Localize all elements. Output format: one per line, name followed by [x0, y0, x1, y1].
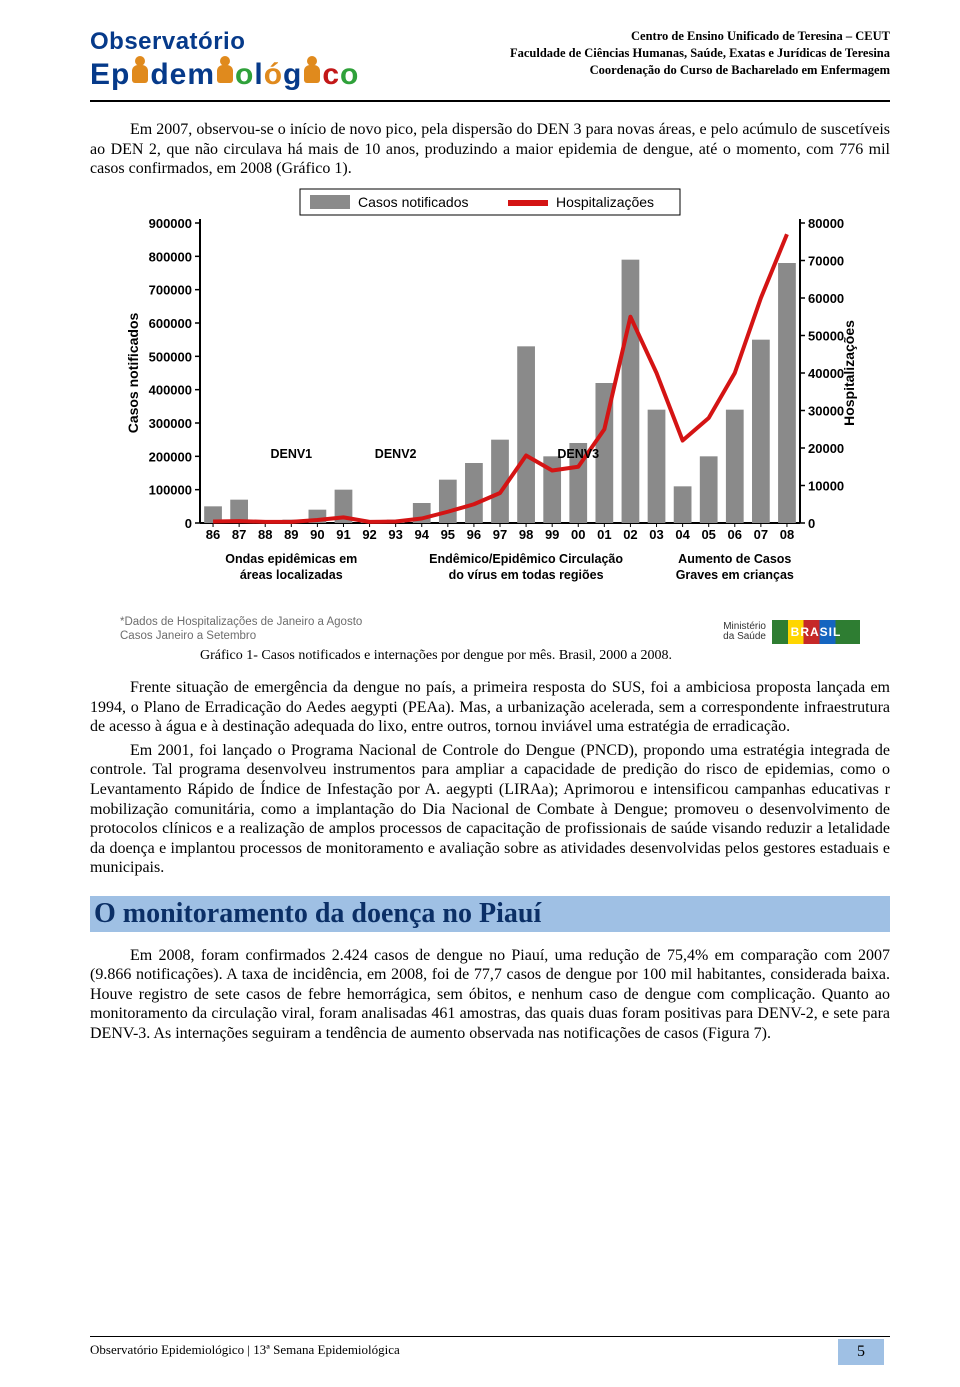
svg-text:500000: 500000 — [149, 349, 192, 364]
section-heading: O monitoramento da doença no Piauí — [94, 898, 886, 930]
paragraph: Em 2007, observou-se o início de novo pi… — [90, 120, 890, 179]
page-header: Observatório Epdemológco Centro de Ensin… — [90, 28, 890, 92]
svg-text:99: 99 — [545, 527, 559, 542]
svg-text:98: 98 — [519, 527, 533, 542]
logo-block: Observatório Epdemológco — [90, 28, 359, 92]
svg-text:DENV1: DENV1 — [270, 447, 312, 461]
person-icon — [131, 56, 149, 84]
svg-text:96: 96 — [467, 527, 481, 542]
svg-text:97: 97 — [493, 527, 507, 542]
svg-text:300000: 300000 — [149, 416, 192, 431]
svg-text:Ondas epidêmicas em: Ondas epidêmicas em — [225, 552, 357, 566]
svg-text:08: 08 — [780, 527, 794, 542]
chart-container: Casos notificadosHospitalizações01000002… — [120, 183, 860, 645]
svg-text:89: 89 — [284, 527, 298, 542]
brasil-text: BRASIL — [791, 626, 842, 638]
svg-text:04: 04 — [675, 527, 690, 542]
chart-footnotes: *Dados de Hospitalizações de Janeiro a A… — [120, 615, 362, 645]
person-icon — [303, 56, 321, 84]
svg-text:06: 06 — [728, 527, 742, 542]
section-heading-wrap: O monitoramento da doença no Piauí — [90, 896, 890, 932]
paragraph: Em 2001, foi lançado o Programa Nacional… — [90, 741, 890, 878]
svg-text:50000: 50000 — [808, 328, 844, 343]
footnote: *Dados de Hospitalizações de Janeiro a A… — [120, 615, 362, 630]
svg-text:Graves em crianças: Graves em crianças — [676, 568, 794, 582]
svg-text:Casos notificados: Casos notificados — [358, 194, 469, 210]
svg-text:01: 01 — [597, 527, 611, 542]
svg-text:20000: 20000 — [808, 441, 844, 456]
svg-text:900000: 900000 — [149, 216, 192, 231]
svg-text:0: 0 — [185, 516, 192, 531]
page-number: 5 — [838, 1339, 884, 1365]
svg-text:800000: 800000 — [149, 249, 192, 264]
svg-text:do vírus em todas regiões: do vírus em todas regiões — [449, 568, 604, 582]
institution-block: Centro de Ensino Unificado de Teresina –… — [510, 28, 890, 79]
svg-text:93: 93 — [388, 527, 402, 542]
logo-line1: Observatório — [90, 28, 359, 56]
svg-text:Endêmico/Epidêmico Circulação: Endêmico/Epidêmico Circulação — [429, 552, 623, 566]
svg-text:03: 03 — [649, 527, 663, 542]
svg-text:DENV3: DENV3 — [557, 447, 599, 461]
inst-line: Faculdade de Ciências Humanas, Saúde, Ex… — [510, 45, 890, 62]
brasil-logo: BRASIL — [772, 620, 860, 644]
svg-text:90: 90 — [310, 527, 324, 542]
svg-text:100000: 100000 — [149, 482, 192, 497]
svg-text:Casos notificados: Casos notificados — [125, 312, 141, 433]
svg-text:600000: 600000 — [149, 316, 192, 331]
footer-text: Observatório Epidemiológico | 13ª Semana… — [90, 1342, 400, 1357]
svg-text:05: 05 — [701, 527, 715, 542]
svg-text:200000: 200000 — [149, 449, 192, 464]
paragraph: Em 2008, foram confirmados 2.424 casos d… — [90, 946, 890, 1044]
chart-footer: *Dados de Hospitalizações de Janeiro a A… — [120, 609, 860, 645]
logo-line2: Epdemológco — [90, 56, 359, 92]
svg-text:Hospitalizações: Hospitalizações — [841, 319, 857, 425]
ministerio-block: Ministério da Saúde BRASIL — [723, 620, 860, 644]
svg-text:86: 86 — [206, 527, 220, 542]
svg-text:0: 0 — [808, 516, 815, 531]
paragraph: Frente situação de emergência da dengue … — [90, 678, 890, 737]
svg-text:60000: 60000 — [808, 291, 844, 306]
svg-text:700000: 700000 — [149, 282, 192, 297]
svg-text:07: 07 — [754, 527, 768, 542]
svg-text:DENV2: DENV2 — [375, 447, 417, 461]
svg-text:Aumento de Casos: Aumento de Casos — [678, 552, 791, 566]
dengue-chart: Casos notificadosHospitalizações01000002… — [120, 183, 860, 613]
person-icon — [216, 56, 234, 84]
svg-text:88: 88 — [258, 527, 272, 542]
inst-line: Centro de Ensino Unificado de Teresina –… — [510, 28, 890, 45]
footnote: Casos Janeiro a Setembro — [120, 629, 362, 644]
inst-line: Coordenação do Curso de Bacharelado em E… — [510, 62, 890, 79]
svg-text:10000: 10000 — [808, 478, 844, 493]
svg-text:áreas localizadas: áreas localizadas — [240, 568, 343, 582]
svg-text:Hospitalizações: Hospitalizações — [556, 194, 654, 210]
svg-text:91: 91 — [336, 527, 350, 542]
ministerio-line: da Saúde — [723, 632, 766, 642]
svg-text:70000: 70000 — [808, 253, 844, 268]
chart-caption: Gráfico 1- Casos notificados e internaçõ… — [200, 648, 890, 664]
svg-text:30000: 30000 — [808, 403, 844, 418]
svg-text:40000: 40000 — [808, 366, 844, 381]
svg-text:80000: 80000 — [808, 216, 844, 231]
header-divider — [90, 100, 890, 102]
svg-text:87: 87 — [232, 527, 246, 542]
footer-divider — [90, 1336, 890, 1337]
svg-text:02: 02 — [623, 527, 637, 542]
svg-text:95: 95 — [441, 527, 455, 542]
svg-text:94: 94 — [415, 527, 430, 542]
page-footer: Observatório Epidemiológico | 13ª Semana… — [90, 1336, 890, 1359]
svg-text:92: 92 — [362, 527, 376, 542]
svg-text:400000: 400000 — [149, 382, 192, 397]
svg-text:00: 00 — [571, 527, 585, 542]
